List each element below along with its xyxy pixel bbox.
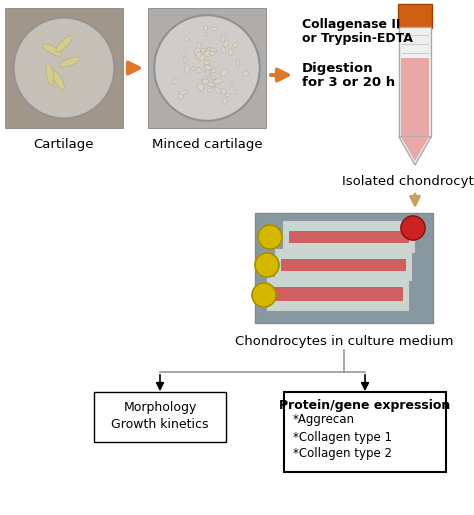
- Ellipse shape: [220, 69, 228, 77]
- Circle shape: [252, 283, 276, 307]
- Ellipse shape: [215, 87, 220, 94]
- Ellipse shape: [224, 40, 229, 47]
- FancyBboxPatch shape: [148, 8, 266, 128]
- Text: Growth kinetics: Growth kinetics: [111, 418, 209, 431]
- Ellipse shape: [194, 52, 202, 56]
- Ellipse shape: [180, 91, 188, 95]
- Ellipse shape: [52, 71, 64, 90]
- Ellipse shape: [204, 60, 210, 65]
- Ellipse shape: [210, 76, 215, 80]
- Ellipse shape: [195, 48, 201, 55]
- Text: *Collagen type 1: *Collagen type 1: [293, 431, 392, 443]
- Ellipse shape: [210, 27, 217, 30]
- Ellipse shape: [201, 48, 206, 52]
- Text: Isolated chondrocytes: Isolated chondrocytes: [342, 175, 474, 188]
- FancyBboxPatch shape: [276, 250, 411, 280]
- Text: *Aggrecan: *Aggrecan: [293, 414, 355, 426]
- Text: Morphology: Morphology: [123, 402, 197, 415]
- Ellipse shape: [207, 82, 215, 87]
- Ellipse shape: [46, 63, 54, 85]
- Ellipse shape: [214, 61, 219, 67]
- Polygon shape: [399, 137, 431, 165]
- Ellipse shape: [178, 92, 183, 99]
- Ellipse shape: [233, 42, 238, 47]
- Ellipse shape: [206, 70, 210, 77]
- Ellipse shape: [207, 47, 214, 52]
- Ellipse shape: [202, 79, 209, 84]
- FancyBboxPatch shape: [5, 8, 123, 128]
- Ellipse shape: [212, 84, 215, 88]
- FancyBboxPatch shape: [284, 392, 446, 472]
- Ellipse shape: [236, 59, 240, 67]
- Ellipse shape: [184, 37, 189, 42]
- Circle shape: [14, 18, 114, 118]
- Ellipse shape: [220, 37, 225, 42]
- Ellipse shape: [198, 83, 204, 91]
- Ellipse shape: [221, 47, 226, 53]
- Text: Collagenase II: Collagenase II: [302, 18, 401, 31]
- Ellipse shape: [204, 32, 208, 37]
- Ellipse shape: [204, 50, 211, 57]
- FancyBboxPatch shape: [398, 4, 432, 28]
- Text: Digestion: Digestion: [302, 62, 374, 75]
- Ellipse shape: [235, 89, 238, 94]
- Ellipse shape: [196, 53, 201, 57]
- Ellipse shape: [195, 56, 199, 59]
- Ellipse shape: [199, 85, 204, 91]
- Ellipse shape: [192, 66, 195, 71]
- Ellipse shape: [43, 44, 62, 56]
- Ellipse shape: [182, 53, 186, 57]
- Ellipse shape: [201, 77, 208, 83]
- Text: for 3 or 20 h: for 3 or 20 h: [302, 76, 395, 89]
- FancyBboxPatch shape: [289, 231, 409, 243]
- Text: Protein/gene expression: Protein/gene expression: [279, 399, 451, 411]
- Ellipse shape: [223, 98, 228, 105]
- Text: Cartilage: Cartilage: [34, 138, 94, 151]
- Circle shape: [401, 216, 425, 240]
- Text: or Trypsin-EDTA: or Trypsin-EDTA: [302, 32, 413, 45]
- Ellipse shape: [205, 65, 211, 70]
- Polygon shape: [401, 137, 429, 161]
- Ellipse shape: [196, 43, 201, 48]
- Circle shape: [258, 225, 282, 249]
- Ellipse shape: [214, 79, 222, 84]
- FancyBboxPatch shape: [255, 213, 433, 323]
- Ellipse shape: [210, 50, 215, 56]
- Ellipse shape: [206, 47, 214, 53]
- Ellipse shape: [184, 58, 187, 63]
- FancyBboxPatch shape: [399, 27, 431, 137]
- Ellipse shape: [222, 33, 226, 38]
- FancyBboxPatch shape: [281, 259, 406, 271]
- Ellipse shape: [172, 79, 179, 83]
- Ellipse shape: [228, 49, 234, 55]
- Ellipse shape: [210, 48, 217, 52]
- Text: Chondrocytes in culture medium: Chondrocytes in culture medium: [235, 335, 453, 348]
- Ellipse shape: [56, 36, 72, 52]
- FancyBboxPatch shape: [401, 58, 429, 137]
- Ellipse shape: [243, 71, 249, 76]
- Ellipse shape: [208, 88, 213, 93]
- FancyBboxPatch shape: [268, 278, 408, 310]
- Ellipse shape: [221, 89, 226, 94]
- Text: *Collagen type 2: *Collagen type 2: [293, 448, 392, 460]
- Circle shape: [154, 15, 260, 121]
- Ellipse shape: [184, 65, 189, 74]
- Text: Minced cartilage: Minced cartilage: [152, 138, 262, 151]
- FancyBboxPatch shape: [94, 392, 226, 442]
- Ellipse shape: [196, 68, 201, 73]
- Ellipse shape: [230, 81, 234, 87]
- Ellipse shape: [60, 57, 80, 67]
- FancyBboxPatch shape: [284, 222, 414, 252]
- Ellipse shape: [198, 55, 205, 61]
- Ellipse shape: [204, 65, 210, 72]
- Ellipse shape: [204, 26, 208, 31]
- FancyBboxPatch shape: [273, 287, 403, 301]
- Ellipse shape: [207, 70, 211, 76]
- Ellipse shape: [211, 68, 216, 73]
- Ellipse shape: [225, 93, 230, 97]
- Circle shape: [255, 253, 279, 277]
